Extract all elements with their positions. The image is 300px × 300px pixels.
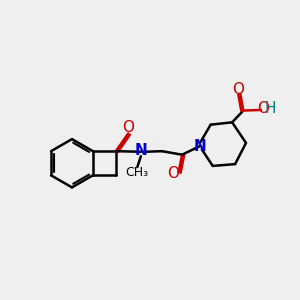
Text: CH₃: CH₃ (125, 167, 148, 179)
Text: H: H (264, 101, 276, 116)
Text: O: O (257, 101, 269, 116)
Text: O: O (167, 166, 179, 181)
Text: O: O (232, 82, 244, 97)
Text: N: N (194, 139, 207, 154)
Text: O: O (122, 120, 134, 135)
Text: N: N (134, 143, 147, 158)
